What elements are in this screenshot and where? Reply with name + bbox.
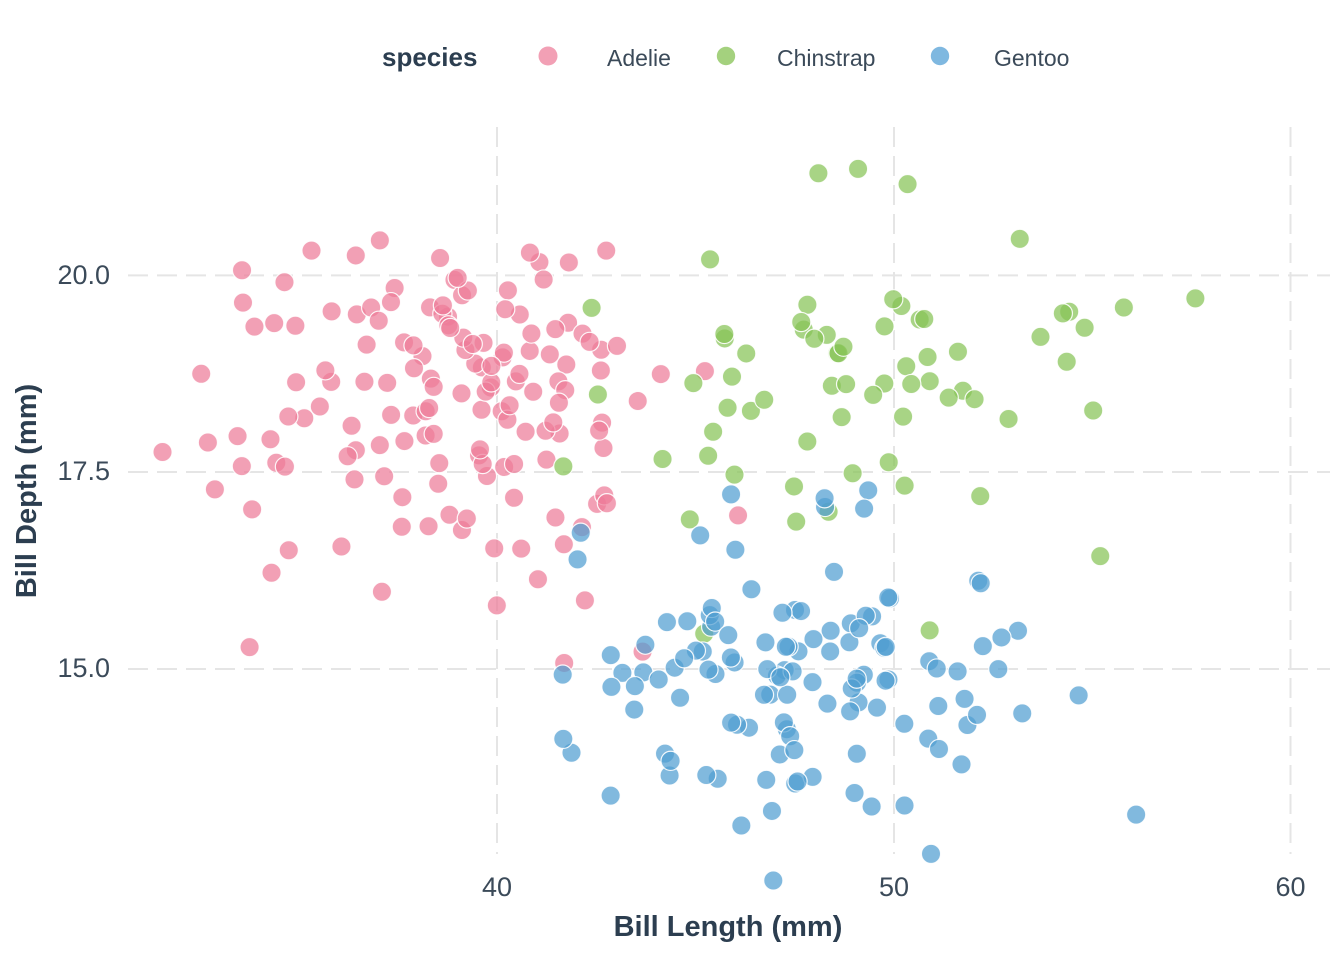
svg-text:Gentoo: Gentoo — [994, 45, 1069, 71]
svg-text:60: 60 — [1275, 872, 1305, 902]
svg-text:Bill Depth (mm): Bill Depth (mm) — [11, 384, 43, 598]
svg-text:15.0: 15.0 — [57, 653, 110, 683]
svg-text:Adelie: Adelie — [607, 45, 671, 71]
svg-text:Bill Length (mm): Bill Length (mm) — [614, 911, 843, 943]
svg-text:species: species — [382, 42, 477, 72]
svg-text:20.0: 20.0 — [57, 260, 110, 290]
svg-text:17.5: 17.5 — [57, 456, 110, 486]
svg-text:50: 50 — [879, 872, 909, 902]
svg-text:40: 40 — [482, 872, 512, 902]
svg-text:Chinstrap: Chinstrap — [777, 45, 875, 71]
